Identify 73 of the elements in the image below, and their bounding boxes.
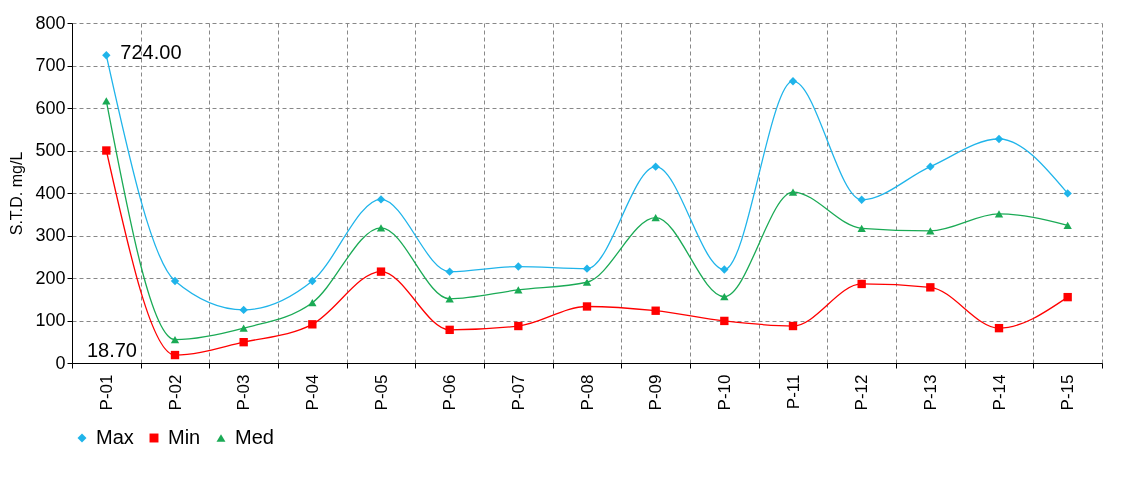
y-tick-label: 500 <box>35 140 66 160</box>
point <box>170 350 180 360</box>
point <box>239 305 248 315</box>
x-tick-label: P-01 <box>96 374 116 411</box>
annotation: 724.00 <box>120 41 182 64</box>
x-tick-label: P-03 <box>234 374 254 411</box>
point <box>1063 292 1072 302</box>
x-tick-label: P-08 <box>577 374 597 411</box>
point <box>926 283 935 292</box>
point <box>514 286 523 294</box>
point <box>582 302 592 311</box>
annotation: 18.70 <box>86 339 137 362</box>
y-tick-label: 400 <box>35 182 66 203</box>
point <box>651 214 660 222</box>
x-tick-label: P-09 <box>646 374 666 411</box>
point <box>239 324 248 332</box>
point <box>788 77 798 86</box>
point <box>582 264 592 273</box>
y-tick-label: 0 <box>55 352 66 373</box>
x-tick-label: P-11 <box>783 374 803 410</box>
point <box>445 295 454 303</box>
point <box>926 162 935 171</box>
point <box>102 51 111 60</box>
point <box>857 195 866 204</box>
point <box>788 321 798 331</box>
point <box>788 188 798 196</box>
x-tick-label: P-06 <box>440 374 460 411</box>
point <box>170 336 180 344</box>
point <box>857 224 866 232</box>
point <box>514 262 523 271</box>
point <box>720 316 729 326</box>
legend-label: Max <box>96 426 134 448</box>
x-tick-label: P-04 <box>302 374 322 411</box>
point <box>445 325 454 335</box>
x-tick-label: P-05 <box>371 374 391 411</box>
y-tick-label: 200 <box>35 267 66 288</box>
y-tick-label: 300 <box>35 225 66 245</box>
point <box>582 278 592 286</box>
x-tick-label: P-15 <box>1058 374 1078 411</box>
point <box>376 195 386 204</box>
x-tick-label: P-12 <box>852 374 872 411</box>
y-axis-title: S.T.D. mg/L <box>8 151 26 236</box>
point <box>102 97 111 105</box>
legend-label: Min <box>168 426 201 448</box>
point <box>857 279 866 289</box>
x-tick-label: P-14 <box>989 374 1009 411</box>
point <box>308 320 317 329</box>
y-tick-label: 100 <box>35 310 66 330</box>
point <box>239 337 248 347</box>
x-tick-label: P-02 <box>165 374 185 411</box>
point <box>994 323 1004 333</box>
point <box>308 299 317 307</box>
point <box>1063 189 1072 198</box>
x-tick-label: P-13 <box>920 374 940 411</box>
y-tick-label: 600 <box>35 97 66 118</box>
point <box>651 162 660 171</box>
point <box>170 276 180 286</box>
point <box>514 321 523 331</box>
point <box>651 306 660 315</box>
point <box>720 265 729 274</box>
point <box>445 267 454 276</box>
x-tick-label: P-10 <box>714 374 734 411</box>
x-tick-label: P-07 <box>508 374 528 411</box>
legend-label: Med <box>235 426 274 448</box>
point <box>720 293 729 301</box>
point <box>1063 221 1072 229</box>
point <box>102 146 111 155</box>
point <box>926 227 935 235</box>
point <box>376 267 386 276</box>
point <box>308 276 317 286</box>
y-tick-label: 800 <box>35 12 66 33</box>
y-tick-label: 700 <box>35 55 66 75</box>
point <box>994 134 1004 144</box>
